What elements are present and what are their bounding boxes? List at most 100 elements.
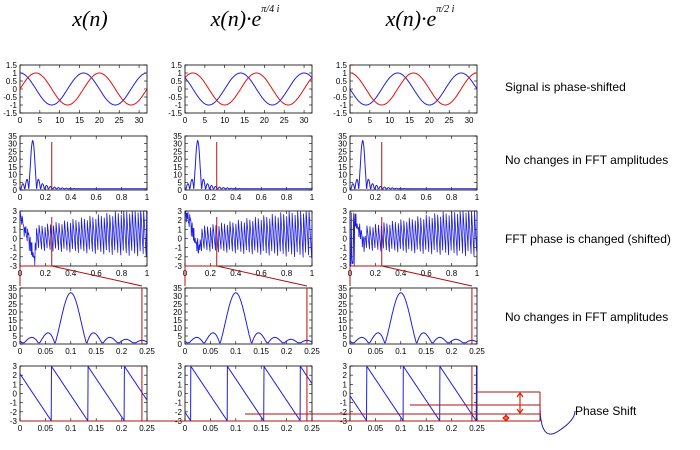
y-tick-label: 35 bbox=[8, 284, 17, 293]
x-tick-label: 0.2 bbox=[281, 424, 293, 433]
x-tick-label: 0 bbox=[18, 424, 23, 433]
x-tick-label: 0.4 bbox=[65, 269, 77, 278]
annotation-fft-phase: FFT phase is changed (shifted) bbox=[505, 232, 671, 246]
fft-amplitude-line bbox=[185, 292, 312, 344]
x-tick-label: 20 bbox=[425, 116, 434, 125]
fft-amplitude-line bbox=[350, 139, 477, 190]
x-tick-label: 0.2 bbox=[370, 193, 382, 202]
x-tick-label: 0.25 bbox=[139, 347, 155, 356]
y-tick-label: -2 bbox=[340, 253, 348, 262]
y-tick-label: 0 bbox=[13, 235, 18, 244]
y-tick-label: 1 bbox=[343, 380, 348, 389]
fft-amplitude-line bbox=[350, 292, 477, 344]
y-tick-label: 0 bbox=[178, 186, 183, 195]
column-heading-shift-quarter-pi: x(n)·eπ/4 i bbox=[210, 3, 280, 31]
y-tick-label: 1 bbox=[13, 225, 18, 234]
y-tick-label: 0 bbox=[13, 340, 18, 349]
y-tick-label: 3 bbox=[343, 362, 348, 371]
x-tick-label: 0.4 bbox=[395, 193, 407, 202]
x-tick-label: 15 bbox=[405, 116, 414, 125]
fft-phase-line bbox=[20, 211, 147, 266]
shift-arrow-large-head bbox=[516, 408, 524, 414]
column-heading-shift-half-pi: x(n)·eπ/2 i bbox=[385, 3, 455, 31]
x-tick-label: 0.8 bbox=[446, 269, 458, 278]
panel-signal-col2: 1.510.50-0.5-1-1.50 5 10 15 20 25 30 bbox=[168, 61, 313, 125]
y-tick-label: -0.5 bbox=[333, 93, 347, 102]
shift-arrow-small-head bbox=[502, 416, 510, 422]
y-tick-label: 35 bbox=[8, 132, 17, 141]
x-tick-label: 5 bbox=[203, 116, 208, 125]
y-tick-label: 5 bbox=[178, 178, 183, 187]
plot-frame bbox=[184, 365, 313, 422]
plot-frame bbox=[184, 135, 313, 191]
x-tick-label: 10 bbox=[55, 116, 64, 125]
y-tick-label: -1 bbox=[340, 399, 348, 408]
x-tick-label: 0.6 bbox=[91, 269, 103, 278]
x-tick-label: 0.05 bbox=[203, 347, 219, 356]
y-tick-label: 2 bbox=[343, 216, 348, 225]
x-tick-label: 0.1 bbox=[230, 347, 242, 356]
x-tick-label: 0.15 bbox=[253, 424, 269, 433]
plot-frame bbox=[184, 287, 313, 345]
y-tick-label: 25 bbox=[338, 300, 347, 309]
x-tick-label: 0.25 bbox=[469, 424, 485, 433]
x-tick-label: 0 bbox=[183, 424, 188, 433]
y-tick-label: 0 bbox=[343, 235, 348, 244]
zoom-guide bbox=[51, 265, 143, 287]
y-tick-label: -0.5 bbox=[3, 93, 17, 102]
x-tick-label: 0.1 bbox=[65, 347, 77, 356]
fft-amplitude-line bbox=[20, 292, 147, 344]
x-tick-label: 0 bbox=[348, 347, 353, 356]
y-tick-label: 25 bbox=[8, 147, 17, 156]
signal-real-line bbox=[20, 72, 147, 106]
x-tick-label: 0.6 bbox=[256, 193, 268, 202]
y-tick-label: 10 bbox=[338, 171, 347, 180]
y-tick-label: 5 bbox=[13, 178, 18, 187]
y-tick-label: 15 bbox=[338, 163, 347, 172]
plot-frame bbox=[349, 287, 478, 345]
y-tick-label: 30 bbox=[8, 140, 17, 149]
y-tick-label: 0 bbox=[13, 186, 18, 195]
y-tick-label: 0 bbox=[343, 186, 348, 195]
x-tick-label: 0.1 bbox=[395, 424, 407, 433]
x-tick-label: 0.8 bbox=[281, 269, 293, 278]
x-tick-label: 25 bbox=[115, 116, 124, 125]
fft-amplitude-line bbox=[185, 139, 312, 190]
fft-amplitude-line bbox=[20, 139, 147, 190]
x-tick-label: 0 bbox=[348, 116, 353, 125]
fft-phase-zoom-line bbox=[350, 366, 477, 421]
phase-shift-label: Phase Shift bbox=[575, 404, 637, 418]
y-tick-label: 1 bbox=[178, 380, 183, 389]
x-tick-label: 5 bbox=[38, 116, 43, 125]
y-tick-label: 0 bbox=[13, 85, 18, 94]
y-tick-label: 3 bbox=[178, 362, 183, 371]
y-tick-label: -2 bbox=[10, 253, 18, 262]
y-tick-label: 0 bbox=[343, 85, 348, 94]
y-tick-label: 10 bbox=[173, 171, 182, 180]
y-tick-label: 2 bbox=[13, 371, 18, 380]
x-tick-label: 10 bbox=[220, 116, 229, 125]
y-tick-label: -3 bbox=[340, 262, 348, 271]
x-tick-label: 0 bbox=[348, 424, 353, 433]
y-tick-label: -2 bbox=[340, 408, 348, 417]
y-tick-label: 0 bbox=[343, 340, 348, 349]
y-tick-label: 1 bbox=[13, 69, 18, 78]
y-tick-label: 1 bbox=[343, 69, 348, 78]
y-tick-label: 30 bbox=[173, 292, 182, 301]
y-tick-label: -2 bbox=[175, 408, 183, 417]
x-tick-label: 25 bbox=[280, 116, 289, 125]
x-tick-label: 1 bbox=[145, 193, 150, 202]
y-tick-label: 15 bbox=[173, 163, 182, 172]
fft-phase-zoom-line bbox=[20, 366, 147, 421]
y-tick-label: 1 bbox=[343, 225, 348, 234]
x-tick-label: 0.25 bbox=[469, 347, 485, 356]
x-tick-label: 0.15 bbox=[88, 424, 104, 433]
annotation-signal: Signal is phase-shifted bbox=[505, 80, 626, 94]
